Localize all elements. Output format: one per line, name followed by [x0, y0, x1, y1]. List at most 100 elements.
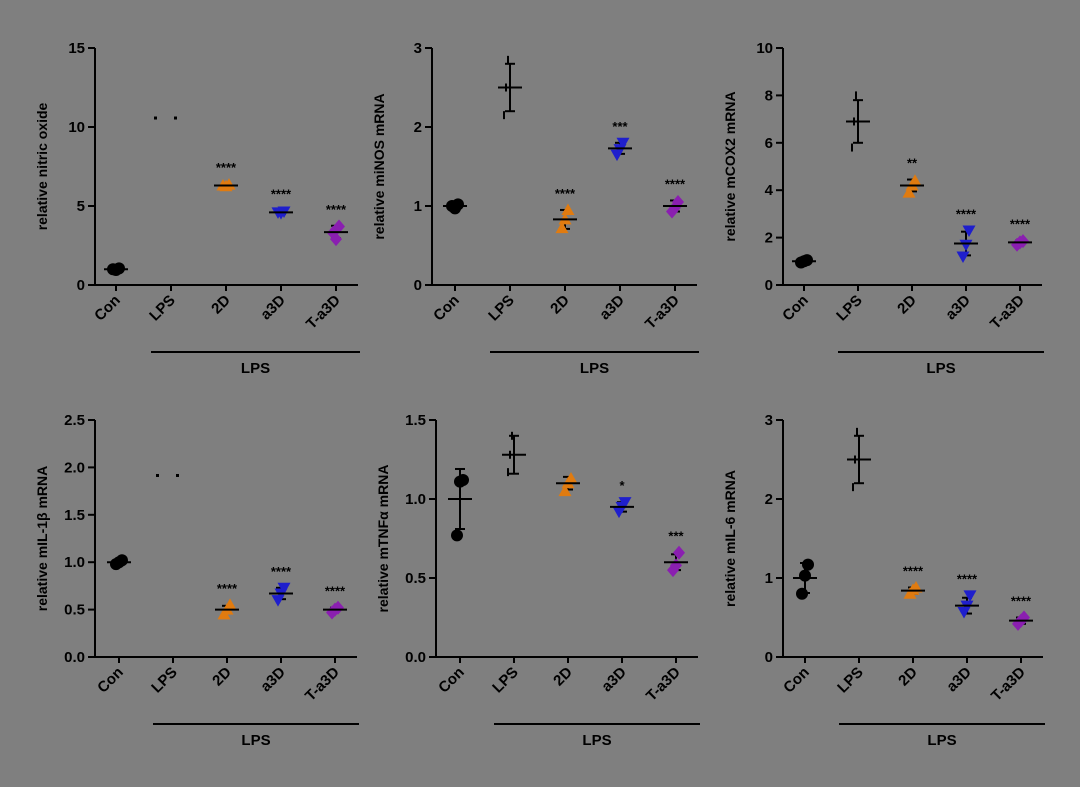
x-tick-label: 2D [894, 292, 920, 318]
y-tick-label: 1 [414, 198, 422, 215]
data-point [555, 221, 569, 234]
y-tick-label: 2.5 [64, 412, 85, 429]
x-tick-label: Con [779, 292, 812, 325]
x-tick-label: a3D [257, 664, 289, 696]
x-tick-label: a3D [257, 292, 289, 324]
significance-label: **** [956, 206, 977, 221]
significance-label: **** [271, 564, 292, 579]
x-tick-label: 2D [208, 292, 234, 318]
y-axis-label: relative mCOX2 mRNA [722, 91, 738, 241]
y-tick-label: 4 [765, 182, 774, 199]
y-tick-label: 0.0 [64, 649, 85, 666]
data-point [802, 558, 814, 571]
data-point [616, 137, 630, 150]
data-point [116, 554, 128, 567]
y-tick-label: 2 [414, 119, 422, 136]
x-tick-label: 2D [895, 664, 921, 690]
x-tick-label: 2D [209, 664, 235, 690]
significance-label: **** [1010, 217, 1031, 232]
x-tick-label: a3D [596, 292, 628, 324]
data-point [618, 497, 632, 509]
y-axis-label: relative mTNFα mRNA [375, 465, 391, 613]
data-point [330, 232, 342, 247]
panel-4: 0.0 0.5 1.0 1.5 2.0 2.5 relative mIL-1β mRNA Co… [34, 412, 359, 749]
x-tick-label: T-a3D [643, 664, 684, 705]
x-tick-label: Con [430, 292, 463, 325]
y-tick-label: 0 [414, 277, 422, 294]
x-tick-label: Con [435, 664, 468, 697]
x-tick-label: 2D [550, 664, 576, 690]
y-tick-label: 0 [765, 277, 773, 294]
y-tick-label: 0.0 [405, 649, 426, 666]
data-point [154, 116, 157, 120]
significance-label: **** [217, 581, 238, 596]
group-label: LPS [241, 732, 270, 749]
x-tick-label: T-a3D [988, 664, 1029, 705]
data-point [561, 203, 575, 215]
x-tick-label: a3D [942, 292, 974, 324]
panel-3: 0 2 4 6 8 10 relative mCOX2 mRNA Con LPS 2D a3D T-a… [722, 40, 1044, 377]
y-tick-label: 0.5 [64, 602, 85, 619]
data-point [452, 198, 464, 211]
data-point [333, 219, 345, 234]
y-tick-label: 8 [765, 87, 773, 104]
y-tick-label: 2.0 [64, 459, 85, 476]
x-tick-label: T-a3D [642, 292, 683, 333]
x-tick-label: a3D [598, 664, 630, 696]
x-tick-label: LPS [148, 664, 181, 697]
data-point [176, 473, 179, 477]
significance-label: **** [665, 176, 686, 191]
group-label: LPS [580, 360, 609, 377]
x-tick-label: Con [780, 664, 813, 697]
panel-1: 0 5 10 15 relative nitric oxide Con LPS 2D a3D T-… [34, 40, 360, 377]
group-label: LPS [927, 732, 956, 749]
significance-label: *** [612, 119, 628, 134]
x-tick-label: T-a3D [987, 292, 1028, 333]
significance-label: **** [1011, 594, 1032, 609]
y-tick-label: 10 [68, 119, 85, 136]
group-label: LPS [241, 360, 270, 377]
data-point [963, 590, 977, 602]
y-tick-label: 0 [77, 277, 85, 294]
significance-label: **** [216, 160, 237, 175]
x-tick-label: 2D [547, 292, 573, 318]
data-point [564, 471, 578, 484]
y-tick-label: 1 [765, 570, 773, 587]
x-tick-label: LPS [489, 664, 522, 697]
x-tick-label: LPS [834, 664, 867, 697]
y-tick-label: 15 [68, 40, 85, 57]
data-point [796, 587, 808, 600]
data-point [1017, 234, 1029, 249]
y-tick-label: 1.0 [405, 491, 426, 508]
y-tick-label: 10 [756, 40, 773, 57]
data-point [174, 116, 177, 120]
y-tick-label: 1.0 [64, 554, 85, 571]
significance-label: ** [907, 156, 918, 171]
y-axis-label: relative miNOS mRNA [371, 93, 387, 239]
y-tick-label: 1.5 [405, 412, 426, 429]
data-point [277, 582, 291, 595]
x-tick-label: T-a3D [303, 292, 344, 333]
data-point [801, 254, 813, 267]
panel-2: 0 1 2 3 relative miNOS mRNA Con LPS 2D a3D T-a3D L… [371, 40, 699, 377]
panel-6: 0 1 2 3 relative mIL-6 mRNA Con LPS 2D a3D T-a3D L… [722, 412, 1045, 749]
data-point [908, 174, 922, 186]
data-point [156, 473, 159, 477]
significance-label: **** [555, 186, 576, 201]
x-tick-label: LPS [485, 292, 518, 325]
y-tick-label: 0.5 [405, 570, 426, 587]
data-point [799, 569, 811, 582]
significance-label: **** [325, 584, 346, 599]
data-point [223, 598, 237, 610]
significance-label: **** [271, 187, 292, 202]
y-tick-label: 5 [77, 198, 85, 215]
y-tick-label: 3 [765, 412, 773, 429]
group-label: LPS [926, 360, 955, 377]
data-point [902, 186, 916, 198]
y-tick-label: 0 [765, 649, 773, 666]
data-point [959, 239, 973, 252]
data-point [956, 251, 970, 264]
significance-label: * [619, 478, 625, 493]
significance-label: **** [903, 563, 924, 578]
